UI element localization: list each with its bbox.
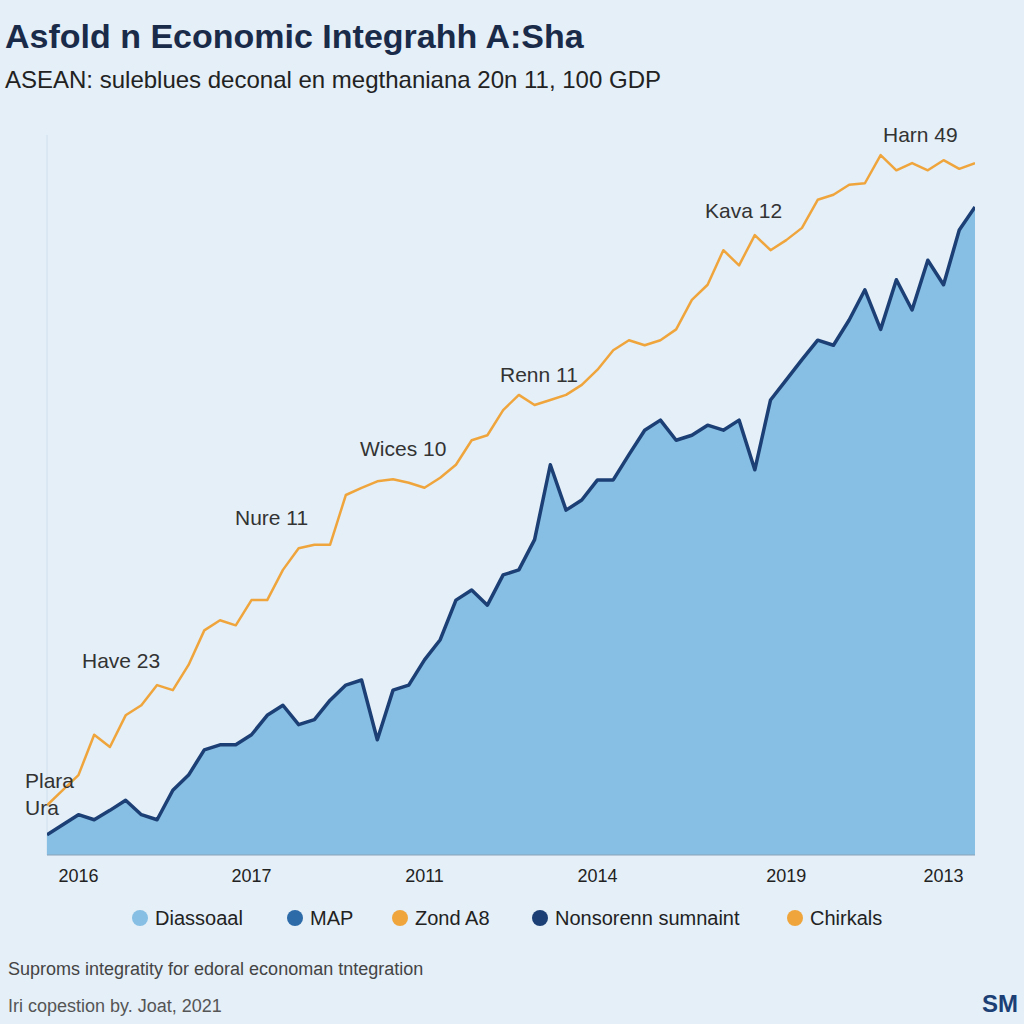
plot-area <box>47 155 975 855</box>
annotation: Renn 11 <box>500 363 578 386</box>
legend-label: Chirkals <box>810 907 882 929</box>
line <box>47 207 975 835</box>
background <box>0 0 1024 1024</box>
area <box>47 207 975 855</box>
legend-entry: Chirkals <box>787 907 882 929</box>
legend-label: MAP <box>310 907 353 929</box>
legend-entry: Nonsorenn sumnaint <box>532 907 740 929</box>
y-axis-line <box>47 135 48 855</box>
legend-swatch <box>287 910 303 926</box>
annotation: Nure 11 <box>235 506 308 529</box>
annotation: Wices 10 <box>360 437 446 460</box>
title: Asfold n Economic Integrahh A:Sha <box>5 17 585 55</box>
annotation: Have 23 <box>82 649 160 672</box>
x-axis-line <box>47 855 975 856</box>
legend-swatch <box>532 910 548 926</box>
annotation: Kava 12 <box>705 199 782 222</box>
legend-swatch <box>132 910 148 926</box>
legend-entry: Zond A8 <box>392 907 490 929</box>
legend-label: Diassoaal <box>155 907 243 929</box>
note: Suproms integratity for edoral economan … <box>8 959 423 979</box>
x-tick-label: 2017 <box>231 866 271 886</box>
annotation: Plara <box>25 769 74 792</box>
legend-swatch <box>787 910 803 926</box>
line <box>47 155 975 805</box>
legend-label: Zond A8 <box>415 907 490 929</box>
annotation: Ura <box>25 796 59 819</box>
x-tick-label: 2013 <box>924 866 964 886</box>
x-tick-label: 2016 <box>58 866 98 886</box>
chart: Asfold n Economic Integrahh A:Sha ASEAN: … <box>0 0 1024 1024</box>
legend-swatch <box>392 910 408 926</box>
subtitle: ASEAN: suleblues deconal en megthaniana … <box>5 66 661 93</box>
source: Iri copestion by. Joat, 2021 <box>8 996 222 1016</box>
legend-entry: Diassoaal <box>132 907 243 929</box>
logo: SM <box>982 990 1018 1017</box>
x-tick-label: 2011 <box>405 866 444 886</box>
annotation: Harn 49 <box>883 123 958 146</box>
x-tick-label: 2014 <box>577 866 617 886</box>
legend-label: Nonsorenn sumnaint <box>555 907 740 929</box>
legend-entry: MAP <box>287 907 353 929</box>
x-tick-label: 2019 <box>766 866 806 886</box>
